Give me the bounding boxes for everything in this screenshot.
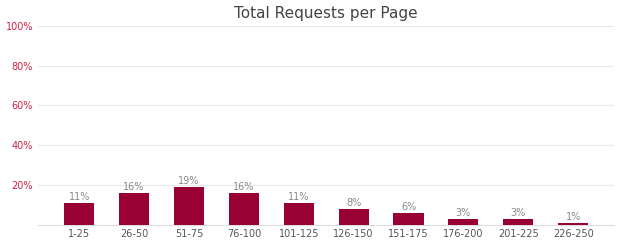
Text: 11%: 11% — [69, 192, 90, 202]
Text: 8%: 8% — [346, 198, 361, 208]
Bar — [119, 193, 149, 225]
Bar — [229, 193, 259, 225]
Text: 16%: 16% — [123, 182, 145, 192]
Text: 1%: 1% — [565, 212, 581, 222]
Text: 19%: 19% — [179, 176, 200, 186]
Bar — [558, 223, 588, 225]
Title: Total Requests per Page: Total Requests per Page — [234, 6, 418, 21]
Text: 3%: 3% — [456, 208, 471, 218]
Text: 11%: 11% — [288, 192, 309, 202]
Text: 3%: 3% — [511, 208, 526, 218]
Bar — [339, 209, 369, 225]
Bar — [394, 213, 423, 225]
Bar — [64, 203, 94, 225]
Text: 6%: 6% — [401, 202, 416, 212]
Bar — [448, 219, 479, 225]
Bar — [174, 187, 204, 225]
Text: 16%: 16% — [233, 182, 255, 192]
Bar — [283, 203, 314, 225]
Bar — [503, 219, 533, 225]
